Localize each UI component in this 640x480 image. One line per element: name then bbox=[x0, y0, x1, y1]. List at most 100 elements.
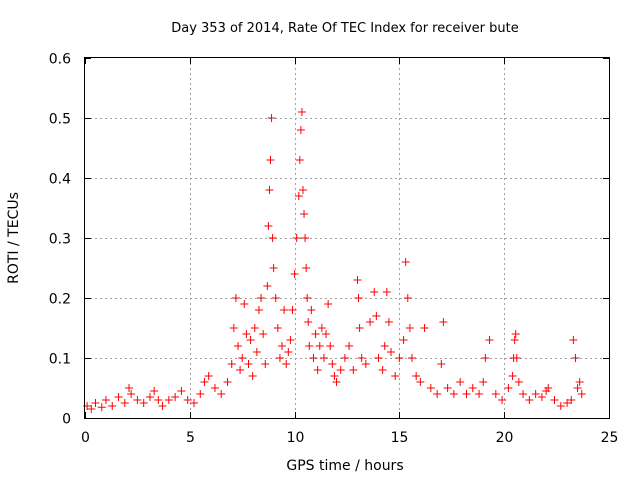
data-point bbox=[485, 336, 494, 344]
data-point bbox=[139, 399, 148, 407]
data-point bbox=[263, 282, 272, 290]
data-point bbox=[372, 312, 381, 320]
y-tick-label: 0.4 bbox=[49, 172, 71, 188]
y-tick-label: 0.2 bbox=[49, 292, 71, 308]
data-point bbox=[475, 390, 484, 398]
data-point bbox=[374, 354, 383, 362]
data-point bbox=[370, 288, 379, 296]
data-point bbox=[433, 390, 442, 398]
y-tick-label: 0.3 bbox=[49, 232, 71, 248]
data-point bbox=[150, 387, 159, 395]
data-point bbox=[567, 396, 576, 404]
data-point bbox=[227, 360, 236, 368]
data-point bbox=[101, 396, 110, 404]
data-point bbox=[145, 393, 154, 401]
data-point bbox=[326, 342, 335, 350]
data-point bbox=[468, 384, 477, 392]
plot-frame bbox=[84, 57, 610, 419]
y-tick-label: 0 bbox=[62, 412, 71, 428]
data-point bbox=[449, 390, 458, 398]
data-point bbox=[412, 372, 421, 380]
data-point bbox=[395, 354, 404, 362]
data-point bbox=[265, 186, 274, 194]
data-point bbox=[290, 270, 299, 278]
data-point bbox=[378, 366, 387, 374]
data-point bbox=[296, 126, 305, 134]
data-point bbox=[158, 402, 167, 410]
data-point bbox=[317, 324, 326, 332]
data-point bbox=[298, 186, 307, 194]
data-point bbox=[510, 336, 519, 344]
grid-lines bbox=[85, 58, 609, 418]
data-point bbox=[563, 399, 572, 407]
data-point bbox=[301, 234, 310, 242]
data-point bbox=[240, 300, 249, 308]
data-point bbox=[177, 387, 186, 395]
data-point bbox=[361, 360, 370, 368]
data-point bbox=[519, 390, 528, 398]
x-tick-label: 5 bbox=[186, 430, 195, 446]
data-point bbox=[108, 402, 117, 410]
data-point bbox=[313, 366, 322, 374]
data-point bbox=[569, 336, 578, 344]
data-point bbox=[302, 264, 311, 272]
data-point bbox=[200, 378, 209, 386]
data-point bbox=[248, 372, 257, 380]
data-point bbox=[261, 360, 270, 368]
data-point bbox=[231, 294, 240, 302]
data-point bbox=[264, 222, 273, 230]
x-tick-label: 10 bbox=[287, 430, 305, 446]
data-point bbox=[504, 384, 513, 392]
data-point bbox=[171, 393, 180, 401]
y-tick-label: 0.5 bbox=[49, 112, 71, 128]
data-point bbox=[349, 366, 358, 374]
data-point bbox=[514, 378, 523, 386]
axis-ticks: 0 5 10 15 20 25 0 0.1 0.2 0.3 0.4 0.5 0.6 bbox=[49, 52, 619, 447]
data-point bbox=[304, 318, 313, 326]
data-point bbox=[456, 378, 465, 386]
data-point bbox=[97, 403, 106, 412]
data-point bbox=[416, 378, 425, 386]
data-point bbox=[550, 396, 559, 404]
data-point bbox=[189, 399, 198, 407]
data-point bbox=[223, 378, 232, 386]
data-point bbox=[382, 288, 391, 296]
y-tick-label: 0.1 bbox=[49, 352, 71, 368]
data-point bbox=[297, 108, 306, 116]
data-point bbox=[426, 384, 435, 392]
x-tick-label: 20 bbox=[496, 430, 514, 446]
data-point bbox=[286, 336, 295, 344]
data-point bbox=[266, 156, 275, 164]
data-point bbox=[210, 384, 219, 392]
data-point bbox=[511, 330, 520, 338]
data-point bbox=[269, 264, 278, 272]
data-point bbox=[259, 330, 268, 338]
data-point bbox=[244, 360, 253, 368]
data-point bbox=[403, 294, 412, 302]
data-point bbox=[577, 390, 586, 398]
data-point bbox=[405, 324, 414, 332]
data-point bbox=[556, 402, 565, 410]
data-point bbox=[204, 372, 213, 380]
x-tick-label: 25 bbox=[601, 430, 619, 446]
data-point bbox=[292, 234, 301, 242]
data-points bbox=[83, 108, 586, 413]
data-point bbox=[387, 348, 396, 356]
data-point bbox=[399, 336, 408, 344]
data-point bbox=[407, 354, 416, 362]
data-point bbox=[268, 234, 277, 242]
data-point bbox=[87, 405, 96, 413]
data-point bbox=[257, 294, 266, 302]
data-point bbox=[280, 306, 289, 314]
x-tick-label: 15 bbox=[391, 430, 409, 446]
data-point bbox=[250, 324, 259, 332]
data-point bbox=[575, 378, 584, 386]
data-point bbox=[366, 318, 375, 326]
data-point bbox=[303, 294, 312, 302]
data-point bbox=[114, 393, 123, 401]
data-point bbox=[196, 390, 205, 398]
data-point bbox=[164, 396, 173, 404]
data-point bbox=[319, 354, 328, 362]
data-point bbox=[525, 396, 534, 404]
data-point bbox=[508, 372, 517, 380]
